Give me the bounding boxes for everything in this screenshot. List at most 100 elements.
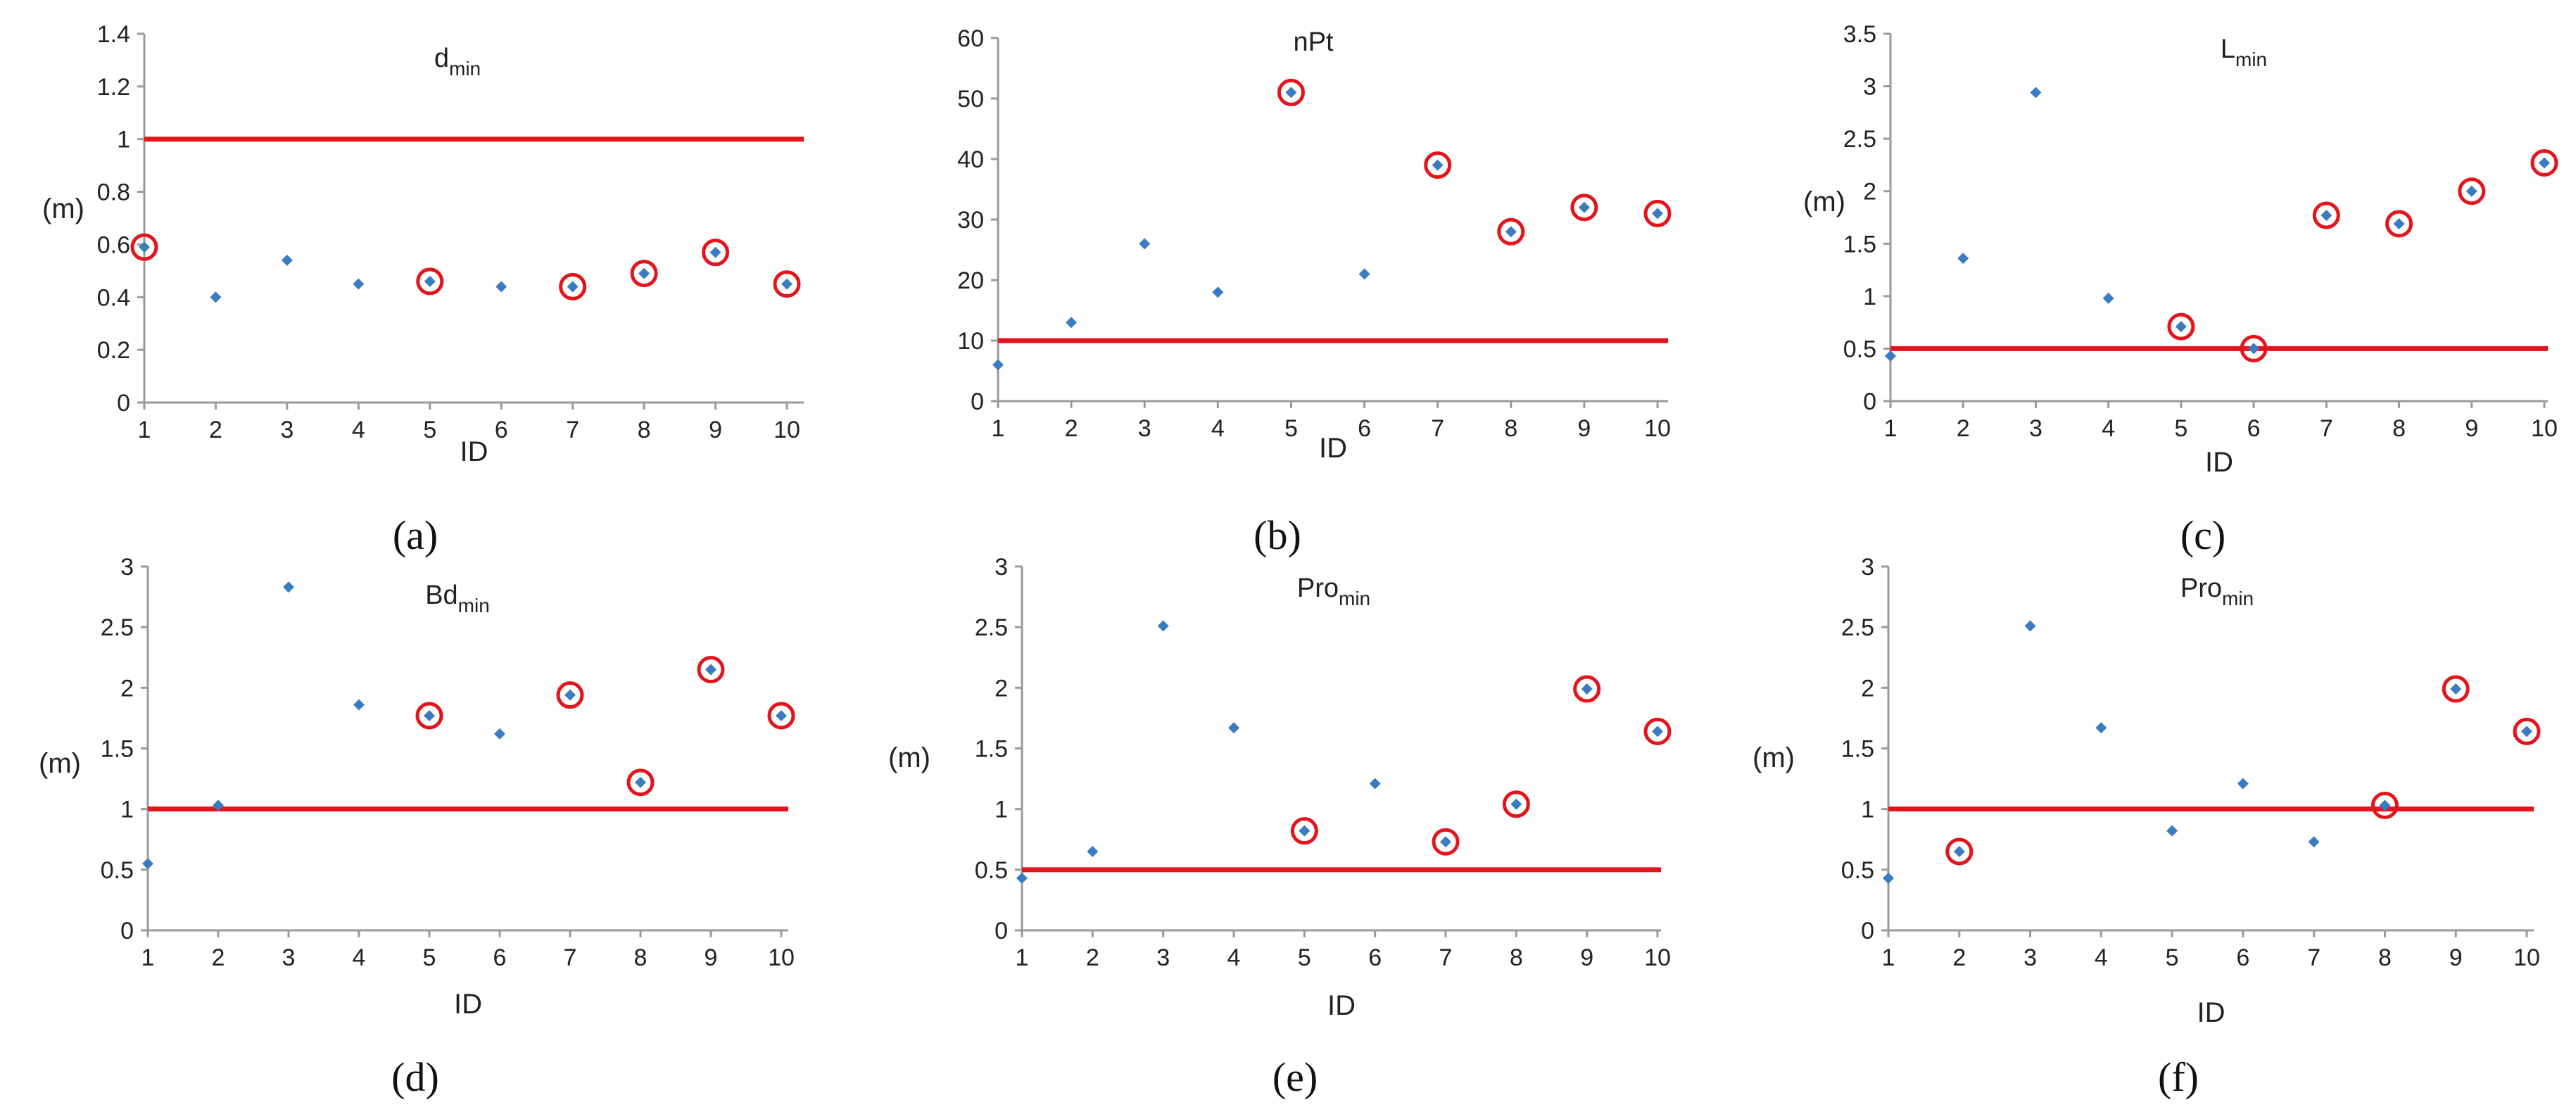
y-tick-label: 2	[1861, 675, 1874, 702]
y-tick-label: 2.5	[1843, 126, 1876, 153]
data-point	[210, 291, 222, 303]
x-tick-label: 9	[2449, 944, 2463, 971]
chart-title: dmin	[434, 44, 481, 80]
y-tick-label: 3	[120, 554, 134, 581]
data-point	[495, 281, 507, 293]
x-tick-label: 6	[1368, 944, 1382, 971]
data-point	[564, 689, 576, 701]
y-tick-label: 0	[1863, 388, 1876, 415]
data-point	[705, 664, 716, 676]
data-point	[139, 241, 150, 253]
x-tick-label: 5	[423, 944, 436, 971]
data-point	[1883, 872, 1894, 884]
y-tick-label: 1	[1863, 284, 1876, 310]
y-tick-label: 1.5	[1843, 231, 1876, 258]
data-point	[2539, 157, 2550, 169]
highlight-circle	[1945, 837, 1974, 866]
x-tick-label: 1	[992, 415, 1005, 442]
data-point	[2102, 292, 2114, 304]
x-axis-label: ID	[454, 989, 482, 1020]
data-point	[2393, 217, 2405, 229]
highlight-circle	[2240, 334, 2268, 362]
data-point	[638, 267, 650, 279]
y-tick-label: 0.8	[97, 179, 130, 206]
x-tick-label: 5	[2166, 944, 2179, 971]
x-tick-label: 8	[2392, 415, 2406, 442]
x-tick-label: 9	[2465, 415, 2478, 442]
chart-panel-d: 0 0.5 1 1.5 2 2.5 3 1 2 3 4 5 6 7 8 9 10 Bdmin (m) ID (d)	[39, 554, 795, 1100]
x-tick-label: 2	[209, 417, 222, 443]
y-tick-label: 0	[995, 918, 1008, 944]
x-tick-label: 8	[638, 417, 651, 443]
highlight-circle	[1277, 78, 1305, 106]
x-tick-label: 4	[1211, 415, 1225, 442]
data-point	[1652, 208, 1663, 220]
highlight-circle	[630, 260, 658, 288]
x-tick-label: 9	[1577, 415, 1591, 442]
data-point	[2175, 321, 2187, 333]
data-point	[2024, 620, 2036, 632]
data-point	[709, 246, 721, 258]
panel-caption: (f)	[2158, 1054, 2199, 1100]
data-point	[2237, 778, 2249, 790]
data-point	[781, 278, 793, 290]
data-point	[2465, 185, 2477, 197]
x-axis-label: ID	[1327, 990, 1356, 1021]
data-point	[1139, 238, 1151, 250]
y-tick-label: 2	[1863, 179, 1876, 205]
data-point	[1157, 620, 1169, 632]
y-tick-label: 2.5	[101, 614, 134, 641]
data-point	[1885, 350, 1896, 362]
x-tick-label: 6	[1358, 415, 1371, 442]
data-point	[992, 359, 1004, 371]
x-tick-label: 9	[705, 944, 718, 971]
data-point	[1440, 836, 1451, 848]
data-point	[213, 799, 224, 811]
highlight-circle	[559, 272, 587, 300]
x-axis-label: ID	[2197, 997, 2225, 1028]
highlight-circle	[2530, 148, 2558, 177]
y-tick-label: 1	[117, 127, 130, 153]
x-tick-label: 3	[1138, 415, 1151, 442]
y-tick-label: 1.5	[1841, 736, 1874, 763]
x-tick-label: 4	[352, 417, 365, 443]
highlight-circle	[1573, 675, 1601, 703]
y-tick-label: 0.2	[97, 337, 130, 364]
chart-panel-a: 0 0.2 0.4 0.6 0.8 1 1.2 1.4 1 2 3 4 5 6 7 8 9 10 dmin (m) ID…	[42, 21, 804, 558]
data-point	[2521, 726, 2532, 738]
highlight-circle	[1502, 790, 1530, 818]
y-tick-label: 2	[120, 675, 134, 702]
x-tick-label: 7	[564, 944, 577, 971]
x-tick-label: 3	[2029, 415, 2043, 442]
x-tick-label: 6	[495, 417, 508, 443]
data-point	[2450, 683, 2462, 695]
y-tick-label: 1	[1861, 797, 1874, 823]
y-tick-label: 0	[971, 388, 984, 415]
highlight-circle	[702, 239, 730, 267]
data-point	[142, 858, 153, 870]
x-tick-label: 8	[1504, 415, 1517, 442]
x-tick-label: 8	[1510, 944, 1523, 971]
y-tick-label: 0.4	[97, 284, 130, 311]
x-tick-label: 2	[1086, 944, 1099, 971]
x-tick-label: 10	[768, 944, 795, 971]
data-point	[1212, 286, 1224, 298]
data-point	[2379, 799, 2391, 811]
y-tick-label: 1.2	[97, 74, 130, 101]
data-point	[1652, 726, 1663, 738]
y-tick-label: 2.5	[975, 614, 1008, 641]
data-point	[2095, 722, 2107, 734]
chart-panel-b: 0 10 20 30 40 50 60 1 2 3 4 5 6 7 8 9 10 nPt ID (b)	[957, 25, 1672, 558]
y-tick-label: 1.5	[101, 736, 134, 763]
data-point	[1299, 825, 1311, 837]
y-tick-label: 3	[995, 554, 1008, 581]
data-point	[1228, 722, 1239, 734]
panel-caption: (c)	[2180, 512, 2225, 558]
y-axis-label: (m)	[888, 742, 930, 773]
highlight-circle	[2385, 210, 2413, 238]
data-point	[424, 275, 436, 287]
highlight-circle	[2513, 717, 2541, 745]
data-point	[353, 278, 365, 290]
x-tick-label: 3	[280, 417, 293, 443]
